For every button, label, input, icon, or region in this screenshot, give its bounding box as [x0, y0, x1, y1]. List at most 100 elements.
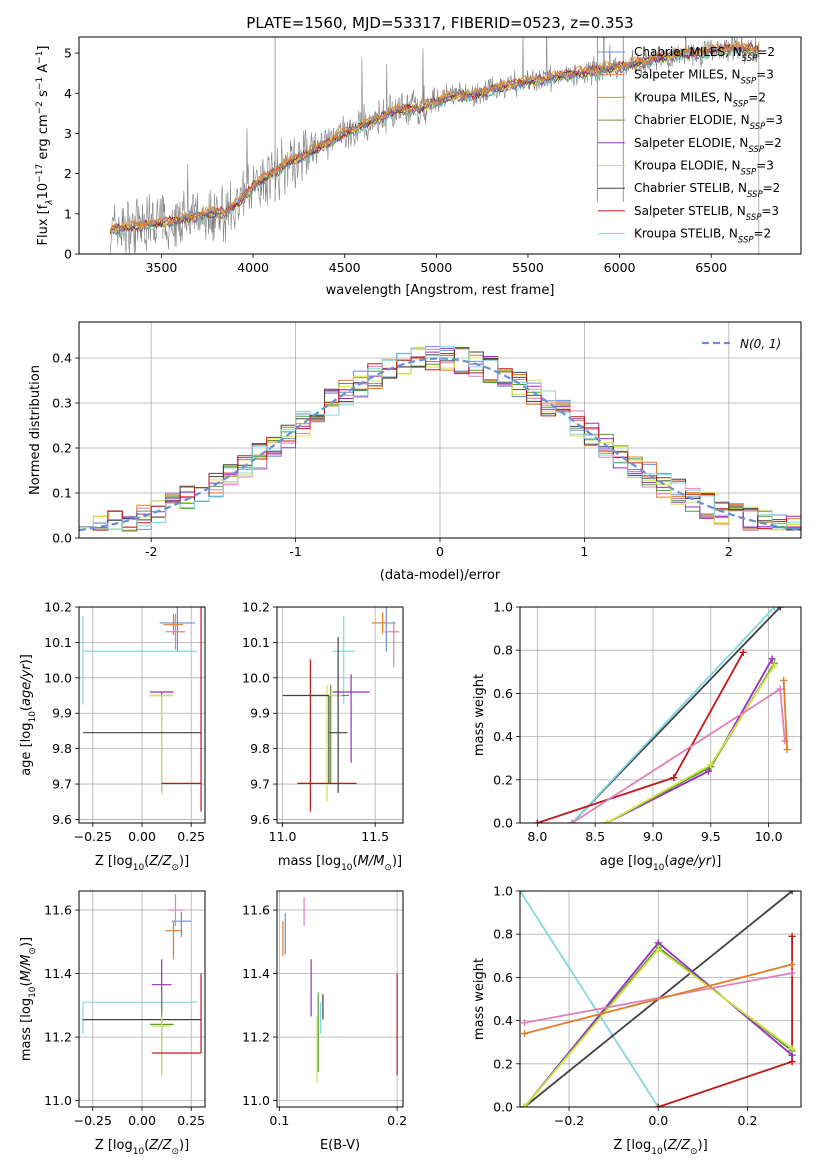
- y-tick-label: 0.2: [52, 441, 72, 456]
- y-tick-label: 11.0: [44, 1093, 72, 1108]
- label-part: ⊙: [28, 947, 38, 955]
- label-part: ⊙: [690, 1147, 698, 1157]
- x-tick-label: −0.25: [74, 829, 112, 844]
- legend-subscript: SSP: [733, 99, 749, 109]
- x-tick-label: 4000: [237, 260, 269, 275]
- label-part: ⊙: [171, 863, 179, 873]
- weight-marker: [520, 1103, 528, 1107]
- y-tick-label: 9.8: [250, 741, 270, 756]
- label-part: 10: [133, 863, 145, 873]
- label-part: Z/Z: [667, 1138, 691, 1153]
- y-tick-label: 11.0: [242, 1093, 270, 1108]
- label-part: 10: [28, 711, 38, 723]
- x-tick-label: -2: [145, 544, 157, 559]
- legend-subscript: SSP: [738, 236, 754, 246]
- legend-subscript: SSP: [741, 168, 757, 178]
- data-point: [297, 659, 357, 812]
- residuals-panel: -2 -1 0 1 2 0.0 0.1 0.2 0.3 0.4 N(0, 1) (data-model…: [28, 321, 802, 583]
- y-tick-label: 5: [64, 46, 72, 61]
- data-point: [82, 1001, 198, 1034]
- y-tick-label: 3: [64, 126, 72, 141]
- weight-marker: [776, 685, 784, 693]
- y-tick-label: 9.6: [52, 812, 72, 827]
- y-axis-label: mass [log10(M/M⊙)]: [19, 937, 38, 1061]
- plot-area: [82, 894, 202, 1077]
- label-part: −1: [35, 51, 45, 64]
- y-tick-label: 1.0: [493, 884, 513, 899]
- legend-label: Chabrier ELODIE, NSSP=3: [634, 113, 783, 132]
- legend-suffix: =3: [756, 68, 774, 82]
- data-point: [165, 614, 186, 650]
- y-tick-label: 0.4: [493, 1013, 513, 1028]
- plot-area: [282, 607, 400, 812]
- y-axis-label: mass weight: [472, 958, 487, 1040]
- y-tick-label: 0.4: [493, 729, 513, 744]
- legend-subscript: SSP: [742, 54, 758, 64]
- legend-subscript: SSP: [746, 213, 762, 223]
- label-part: (: [19, 981, 34, 986]
- label-part: E(B-V): [320, 1138, 360, 1153]
- legend-suffix: =3: [761, 204, 779, 218]
- x-tick-label: 0.00: [128, 829, 156, 844]
- legend-suffix: =3: [765, 113, 783, 127]
- y-tick-label: 9.7: [52, 777, 72, 792]
- data-point: [151, 1016, 172, 1077]
- y-tick-label: 0.6: [493, 686, 513, 701]
- y-tick-label: 0.2: [493, 772, 513, 787]
- residual-histogram-salpeter-stelib: [79, 347, 801, 531]
- legend-text: Kroupa STELIB, N: [634, 227, 738, 241]
- data-point: [151, 973, 202, 1054]
- label-part: −17: [35, 164, 45, 183]
- data-point: [167, 894, 184, 926]
- y-tick-label: 0.6: [493, 970, 513, 985]
- x-tick-label: 2: [725, 544, 733, 559]
- weight-marker: [739, 648, 747, 656]
- weight-marker: [770, 661, 778, 669]
- legend-label: Kroupa ELODIE, NSSP=3: [634, 159, 774, 178]
- label-part: M/M: [19, 955, 34, 982]
- weight-marker: [780, 676, 788, 684]
- label-part: erg cm: [36, 114, 51, 163]
- label-part: Flux [f: [36, 204, 51, 245]
- label-part: (: [144, 1138, 149, 1153]
- x-tick-label: 0.0: [648, 1113, 668, 1128]
- label-part: 10: [133, 1147, 145, 1157]
- y-tick-label: 2: [64, 166, 72, 181]
- label-part: Z [log: [613, 1138, 651, 1153]
- label-part: 10: [653, 863, 665, 873]
- y-tick-label: 0.1: [52, 486, 72, 501]
- x-tick-label: 8.5: [585, 829, 605, 844]
- axes-frame: [78, 321, 802, 539]
- x-tick-label: 6500: [695, 260, 727, 275]
- legend-text: Salpeter ELODIE, N: [634, 136, 748, 150]
- axes-frame: [519, 890, 802, 1108]
- label-part: )]: [392, 854, 402, 869]
- data-point: [165, 921, 182, 960]
- weight-line-salpeter-elodie: [606, 658, 773, 823]
- x-axis-label: Z [log10(Z/Z⊙)]: [95, 1138, 189, 1157]
- x-axis-label: Z [log10(Z/Z⊙)]: [613, 1138, 707, 1157]
- data-point: [371, 612, 389, 634]
- y-axis-label: Normed distribution: [28, 365, 43, 495]
- y-tick-label: 9.7: [250, 777, 270, 792]
- age-z-panel: −0.25 0.00 0.25 9.6 9.7 9.8 9.9 10.0 10.1 10.2 Z […: [19, 600, 206, 873]
- weight-marker: [654, 945, 662, 953]
- y-tick-label: 10.0: [242, 670, 270, 685]
- weight-line-kroupa-elodie: [606, 664, 776, 823]
- label-part: M/M: [358, 854, 385, 869]
- y-tick-label: 0.3: [52, 396, 72, 411]
- data-point: [332, 674, 370, 763]
- weight-marker: [520, 1030, 528, 1038]
- x-tick-label: −0.25: [74, 1113, 112, 1128]
- label-part: ]: [36, 46, 51, 51]
- x-tick-label: 9.0: [643, 829, 663, 844]
- y-tick-label: 0.0: [493, 816, 513, 831]
- y-tick-label: 11.2: [242, 1030, 270, 1045]
- label-part: 10: [28, 986, 38, 998]
- y-tick-label: 1.0: [493, 600, 513, 615]
- x-axis-label: (data-model)/error: [380, 568, 501, 583]
- legend-text: Chabrier STELIB, N: [634, 181, 747, 195]
- weight-marker: [533, 819, 541, 823]
